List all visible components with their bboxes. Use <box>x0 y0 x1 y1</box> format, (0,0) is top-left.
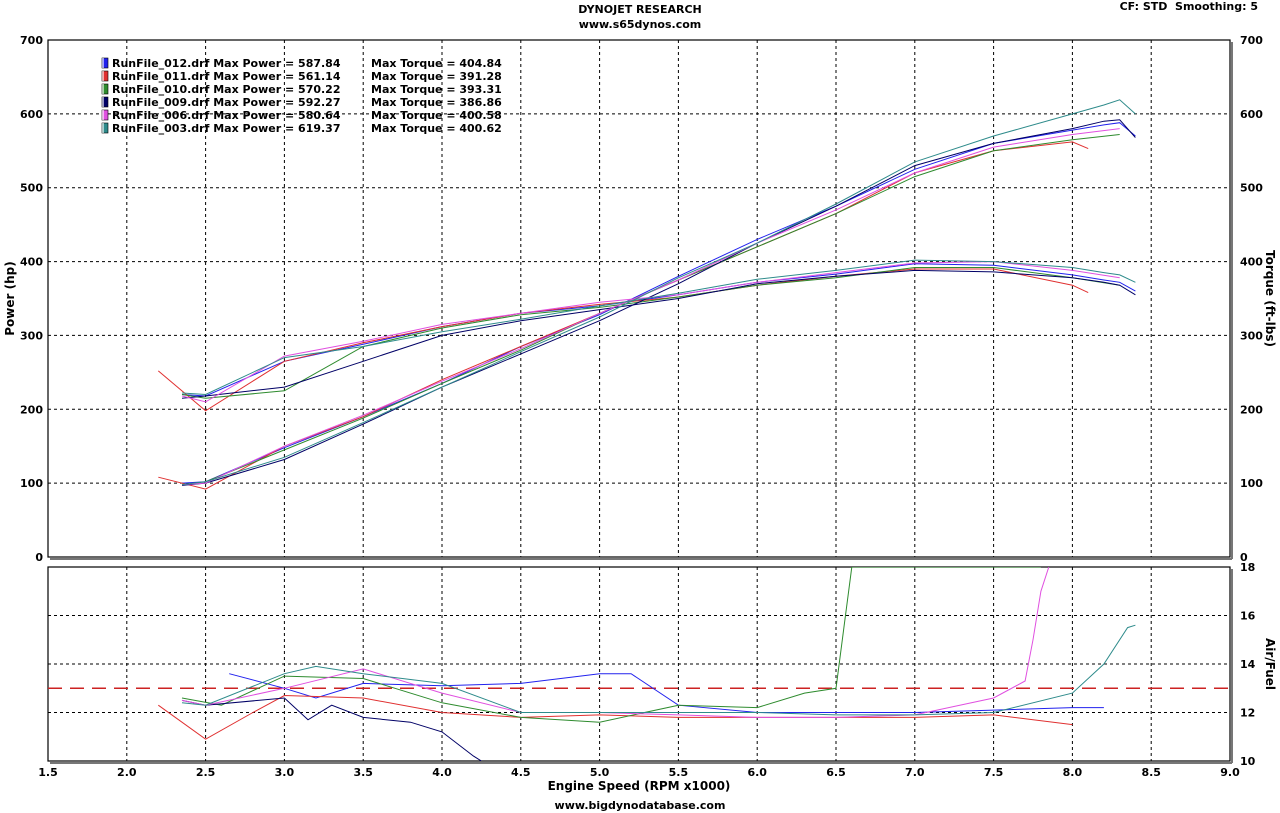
series-line-power-runfile-012 <box>181 122 1136 484</box>
afr-y-tick-label: 10 <box>1240 755 1256 768</box>
footer-url: www.bigdynodatabase.com <box>554 799 726 812</box>
x-tick-label: 4.5 <box>511 766 531 779</box>
afr-series-line-runfile-011 <box>158 694 1073 740</box>
afr-series-line-runfile-003 <box>181 624 1136 716</box>
power-y-tick-label: 100 <box>20 477 43 490</box>
power-y-tick-label: 200 <box>20 403 43 416</box>
x-tick-label: 2.0 <box>117 766 137 779</box>
torque-y-tick-label: 700 <box>1240 34 1263 47</box>
x-tick-label: 5.0 <box>590 766 610 779</box>
torque-y-tick-label: 100 <box>1240 477 1263 490</box>
series-line-power-runfile-006 <box>181 128 1120 486</box>
torque-y-tick-label: 0 <box>1240 551 1248 564</box>
series-line-torque-runfile-003 <box>181 259 1136 396</box>
settings-label: CF: STD Smoothing: 5 <box>1119 0 1258 13</box>
torque-y-tick-label: 600 <box>1240 108 1263 121</box>
afr-axis-label: Air/Fuel <box>1263 638 1277 690</box>
x-tick-label: 4.0 <box>432 766 452 779</box>
x-tick-label: 7.5 <box>984 766 1004 779</box>
torque-y-tick-label: 200 <box>1240 403 1263 416</box>
torque-y-tick-label: 400 <box>1240 256 1263 269</box>
legend-entry-power: RunFile_006.drf Max Power = 580.64 <box>112 109 341 122</box>
legend-swatch-highlight <box>102 123 104 133</box>
legend-swatch-highlight <box>102 58 104 68</box>
legend-entry-power: RunFile_010.drf Max Power = 570.22 <box>112 83 341 96</box>
power-y-tick-label: 300 <box>20 329 43 342</box>
afr-y-tick-label: 18 <box>1240 561 1255 574</box>
legend-swatch-highlight <box>102 84 104 94</box>
legend-entry-power: RunFile_009.drf Max Power = 592.27 <box>112 96 341 109</box>
x-axis-label: Engine Speed (RPM x1000) <box>548 779 731 793</box>
power-y-tick-label: 700 <box>20 34 43 47</box>
torque-axis-label: Torque (ft-lbs) <box>1263 250 1277 347</box>
power-y-tick-label: 500 <box>20 182 43 195</box>
afr-series-line-runfile-006 <box>181 567 1050 718</box>
power-y-tick-label: 0 <box>35 551 43 564</box>
x-tick-label: 1.5 <box>38 766 58 779</box>
series-line-power-runfile-003 <box>181 99 1136 486</box>
chart-title: DYNOJET RESEARCH <box>578 3 702 16</box>
afr-y-tick-label: 16 <box>1240 610 1256 623</box>
x-tick-label: 6.5 <box>826 766 846 779</box>
legend-swatch-highlight <box>102 110 104 120</box>
legend-swatch-highlight <box>102 97 104 107</box>
legend-entry-torque: Max Torque = 404.84 <box>371 57 502 70</box>
afr-series-line-runfile-009 <box>181 697 482 761</box>
torque-y-tick-label: 500 <box>1240 182 1263 195</box>
x-tick-label: 8.0 <box>1063 766 1083 779</box>
x-tick-label: 6.0 <box>747 766 767 779</box>
power-axis-label: Power (hp) <box>3 261 17 335</box>
x-tick-label: 7.0 <box>905 766 925 779</box>
legend-swatch-highlight <box>102 71 104 81</box>
afr-y-tick-label: 14 <box>1240 658 1256 671</box>
chart-subtitle: www.s65dynos.com <box>578 18 702 31</box>
legend-entry-torque: Max Torque = 393.31 <box>371 83 502 96</box>
legend-entry-power: RunFile_011.drf Max Power = 561.14 <box>112 70 341 83</box>
x-tick-label: 3.5 <box>353 766 373 779</box>
legend-entry-torque: Max Torque = 400.62 <box>371 122 502 135</box>
series-line-torque-runfile-011 <box>157 268 1089 412</box>
legend-entry-torque: Max Torque = 386.86 <box>371 96 502 109</box>
series-line-power-runfile-009 <box>181 119 1136 486</box>
afr-series-line-runfile-012 <box>229 673 1104 713</box>
x-tick-label: 8.5 <box>1141 766 1161 779</box>
x-tick-label: 5.5 <box>669 766 689 779</box>
series-line-torque-runfile-009 <box>181 269 1136 399</box>
legend-entry-power: RunFile_012.drf Max Power = 587.84 <box>112 57 341 70</box>
x-tick-label: 3.0 <box>275 766 295 779</box>
legend-entry-torque: Max Torque = 391.28 <box>371 70 502 83</box>
power-y-tick-label: 400 <box>20 256 43 269</box>
legend-entry-torque: Max Torque = 400.58 <box>371 109 502 122</box>
afr-y-tick-label: 12 <box>1240 707 1255 720</box>
torque-y-tick-label: 300 <box>1240 329 1263 342</box>
afr-series-line-runfile-010 <box>181 567 1041 723</box>
power-y-tick-label: 600 <box>20 108 43 121</box>
x-tick-label: 9.0 <box>1220 766 1240 779</box>
x-tick-label: 2.5 <box>196 766 216 779</box>
legend-entry-power: RunFile_003.drf Max Power = 619.37 <box>112 122 341 135</box>
